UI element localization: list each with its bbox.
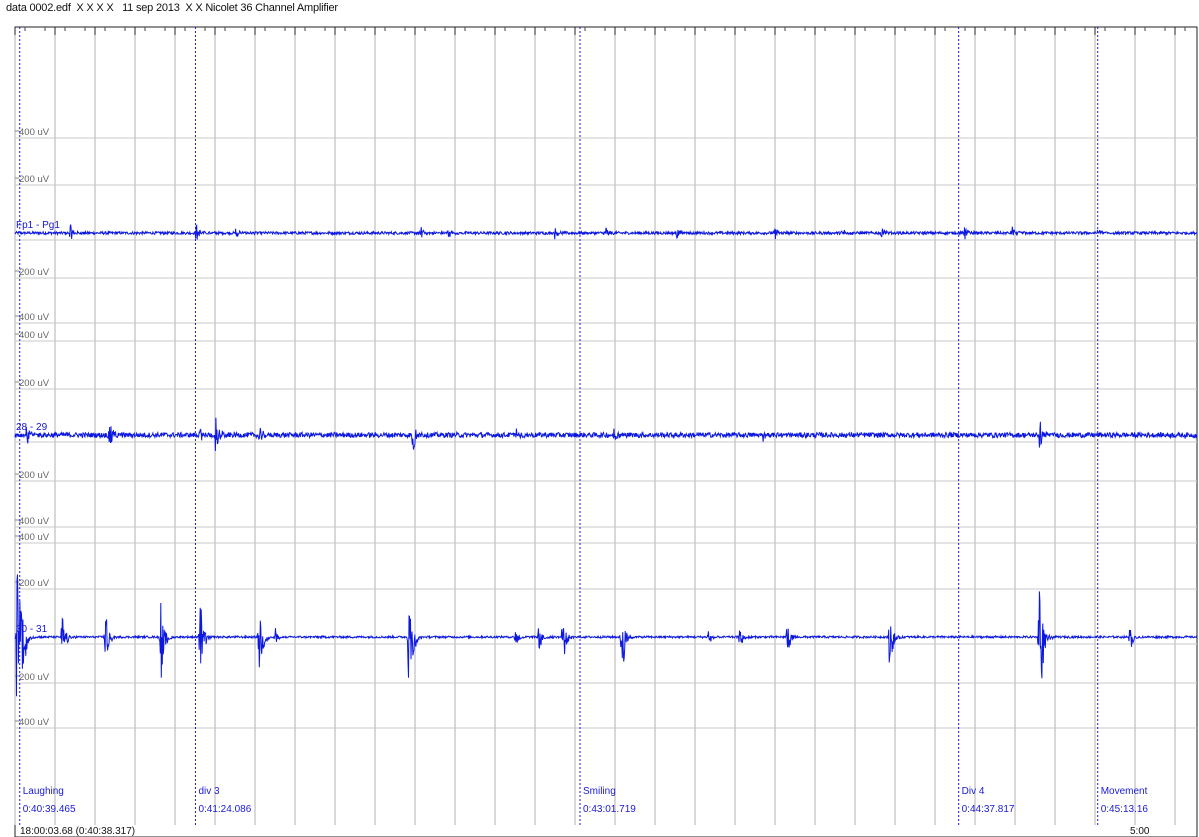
scale-label: 200 uV [19, 267, 50, 278]
annotation-label: Div 4 [962, 786, 985, 797]
recording-title: data 0002.edf X X X X 11 sep 2013 X X Ni… [6, 2, 338, 14]
trace-3 [14, 574, 1198, 697]
channel-label: 28 - 29 [16, 422, 48, 433]
scale-label: 400 uV [19, 312, 50, 323]
channel-labels: Fp1 - Pg1 28 - 29 30 - 31 [16, 220, 60, 635]
plot-frame [14, 26, 1198, 837]
traces [14, 224, 1198, 697]
trace-1 [14, 224, 1198, 240]
scale-label: 200 uV [19, 470, 50, 481]
annotation-label: Laughing [23, 786, 64, 797]
footer: 18:00:03.68 (0:40:38.317) 5:00 [20, 826, 1150, 837]
annotation-time: 0:44:37.817 [962, 804, 1015, 815]
start-time-label: 18:00:03.68 (0:40:38.317) [20, 826, 135, 837]
scale-label: 200 uV [19, 672, 50, 683]
annotation-label: Movement [1101, 786, 1148, 797]
scale-labels: 400 uV 200 uV 200 uV 400 uV 400 uV 200 uV 200 … [15, 127, 50, 728]
annotation-time: 0:43:01.719 [583, 804, 636, 815]
scale-label: 400 uV [19, 330, 50, 341]
annotation-label: Smiling [583, 786, 616, 797]
duration-label: 5:00 [1130, 826, 1150, 837]
trace-2 [14, 417, 1198, 452]
scale-label: 400 uV [19, 532, 50, 543]
channel-label: Fp1 - Pg1 [16, 220, 60, 231]
grid [14, 26, 1198, 837]
annotation-time: 0:41:24.086 [198, 804, 251, 815]
scale-label: 200 uV [19, 578, 50, 589]
annotation-time: 0:45:13.16 [1101, 804, 1149, 815]
scale-label: 400 uV [19, 127, 50, 138]
annotation-time: 0:40:39.465 [23, 804, 76, 815]
scale-label: 400 uV [19, 717, 50, 728]
annotation-label: div 3 [198, 786, 220, 797]
annotations[interactable]: Laughing 0:40:39.465 div 3 0:41:24.086 Smili… [19, 27, 1149, 825]
scale-label: 200 uV [19, 378, 50, 389]
channel-label: 30 - 31 [16, 624, 48, 635]
scale-label: 200 uV [19, 174, 50, 185]
scale-label: 400 uV [19, 516, 50, 527]
